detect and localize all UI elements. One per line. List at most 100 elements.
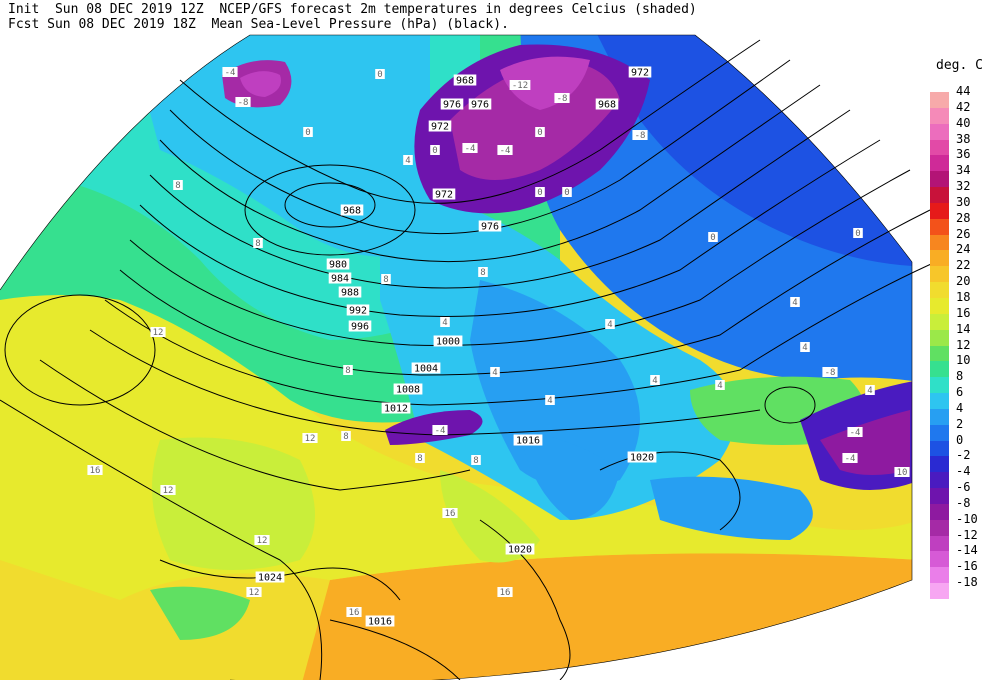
legend-label: -2 (956, 448, 971, 463)
legend-swatch (930, 123, 949, 140)
temperature-label: 8 (381, 274, 391, 285)
legend-swatch (930, 424, 949, 441)
temperature-label: -4 (497, 145, 513, 156)
legend-swatch (930, 345, 949, 362)
svg-text:8: 8 (345, 366, 350, 376)
isobar-label: 972 (628, 66, 652, 79)
legend-swatch (930, 266, 949, 283)
legend-label: 10 (956, 353, 971, 368)
temperature-label: 0 (708, 232, 718, 243)
isobar-label: 972 (428, 120, 452, 133)
temperature-label: 16 (346, 607, 362, 618)
svg-text:0: 0 (305, 128, 310, 138)
svg-text:-8: -8 (825, 368, 836, 378)
legend-label: 38 (956, 131, 971, 146)
legend-swatch-row: 26 (930, 227, 1000, 251)
svg-text:0: 0 (432, 146, 437, 156)
legend-swatch-row: -10 (930, 512, 1000, 536)
svg-text:972: 972 (631, 68, 649, 79)
legend-swatch (930, 297, 949, 314)
isobar-label: 968 (595, 98, 619, 111)
isobar-label: 1020 (627, 451, 657, 464)
legend-label: 26 (956, 226, 971, 241)
svg-text:8: 8 (417, 454, 422, 464)
legend-swatch-row: -6 (930, 480, 1000, 504)
svg-text:16: 16 (90, 466, 101, 476)
isobar-label: 1004 (411, 362, 441, 375)
svg-text:16: 16 (445, 509, 456, 519)
legend-swatch (930, 393, 949, 409)
temperature-label: 16 (87, 465, 103, 476)
isobar-label: 1000 (433, 335, 463, 348)
temperature-label: 0 (853, 228, 863, 239)
legend-label: 36 (956, 147, 971, 162)
svg-text:-4: -4 (225, 68, 236, 78)
temperature-label: 8 (471, 455, 481, 466)
temperature-label: 12 (246, 587, 262, 598)
legend-swatch-row: 36 (930, 147, 1000, 172)
svg-text:8: 8 (175, 181, 180, 191)
svg-text:996: 996 (351, 322, 369, 333)
svg-text:0: 0 (564, 188, 569, 198)
temperature-label: 12 (254, 535, 270, 546)
legend-swatch-row: 18 (930, 290, 1000, 314)
legend-swatch-row: 24 (930, 242, 1000, 267)
svg-text:-8: -8 (635, 131, 646, 141)
legend-label: -8 (956, 495, 971, 510)
legend-swatch-row: 12 (930, 338, 1000, 362)
temperature-label: -8 (235, 97, 251, 108)
forecast-title-line2: Fcst Sun 08 DEC 2019 18Z Mean Sea-Level … (8, 17, 509, 32)
legend-label: -16 (956, 559, 978, 574)
legend-swatch (930, 440, 949, 457)
legend-label: 4 (956, 400, 964, 415)
isobar-label: 1024 (255, 571, 285, 584)
legend-swatch (930, 107, 949, 124)
temperature-label: -4 (432, 425, 448, 436)
svg-text:12: 12 (153, 328, 164, 338)
legend-swatch-row: -4 (930, 464, 1000, 489)
svg-text:988: 988 (341, 288, 359, 299)
temperature-label: 4 (800, 342, 810, 353)
temperature-label: 8 (173, 180, 183, 191)
svg-text:976: 976 (481, 222, 499, 233)
temperature-label: 0 (430, 145, 440, 156)
svg-text:0: 0 (537, 188, 542, 198)
temperature-label: 12 (150, 327, 166, 338)
temperature-label: 0 (535, 187, 545, 198)
temperature-legend: 44 42 40 38 36 34 32 30 28 26 24 22 20 18 16 14 12 10 8 6 4 2… (930, 84, 1000, 599)
temperature-label: 4 (605, 319, 615, 330)
legend-swatch-row: 38 (930, 132, 1000, 156)
temperature-label: 8 (341, 431, 351, 442)
svg-text:0: 0 (537, 128, 542, 138)
temperature-label: 8 (415, 453, 425, 464)
legend-swatch-row: 2 (930, 417, 1000, 441)
legend-swatch-row: -8 (930, 496, 1000, 520)
temperature-label: 0 (562, 187, 572, 198)
legend-label: 14 (956, 321, 971, 336)
svg-text:4: 4 (867, 386, 872, 396)
legend-swatch (930, 377, 949, 394)
legend-swatch-row: -12 (930, 528, 1000, 552)
temperature-label: 4 (403, 155, 413, 166)
legend-label: 40 (956, 115, 971, 130)
isobar-label: 1016 (365, 615, 395, 628)
isobar-label: 1016 (513, 434, 543, 447)
svg-text:-8: -8 (557, 94, 568, 104)
svg-text:1000: 1000 (436, 337, 460, 348)
temperature-label: 4 (715, 380, 725, 391)
legend-label: 22 (956, 258, 971, 273)
legend-swatch-row: 42 (930, 100, 1000, 124)
legend-swatch-row: -18 (930, 575, 1000, 599)
svg-text:972: 972 (431, 122, 449, 133)
legend-swatch-row: -2 (930, 448, 1000, 473)
temperature-label: 12 (160, 485, 176, 496)
svg-text:4: 4 (717, 381, 722, 391)
legend-label: 42 (956, 99, 971, 114)
legend-swatch (930, 488, 949, 504)
legend-label: 2 (956, 416, 964, 431)
temperature-label: 4 (650, 375, 660, 386)
svg-text:968: 968 (343, 206, 361, 217)
legend-swatch-row: 4 (930, 401, 1000, 425)
legend-label: 30 (956, 194, 971, 209)
